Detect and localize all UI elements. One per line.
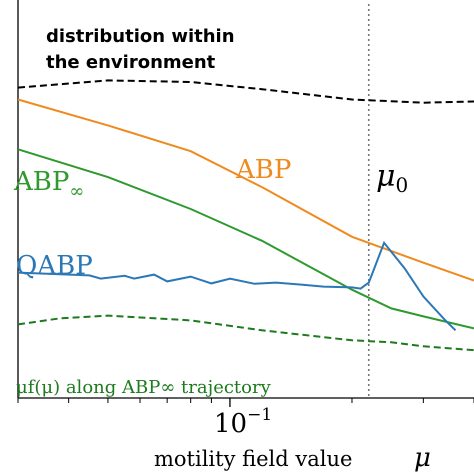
abp-infinity-label: ABP∞ [13,167,84,202]
env-annotation-line2: the environment [46,52,216,73]
qabp-label: QABP [16,251,93,281]
series-abp [17,98,474,282]
x-minor-ticks [17,398,474,403]
x-axis-label-symbol: μ [414,443,431,473]
series-qabp [17,240,457,332]
muf-annotation: μf(μ) along ABP∞ trajectory [16,377,272,398]
abp-label: ABP [235,155,291,185]
x-axis-label: motility field value [154,447,352,471]
series-muf-along-trajectory [17,314,474,352]
mu0-label: μ0 [376,159,408,197]
series-abp-infinity [17,148,474,330]
series-environment-distribution [17,79,474,104]
env-annotation-line1: distribution within [46,26,235,47]
x-tick-label: 10−1 [214,405,272,439]
